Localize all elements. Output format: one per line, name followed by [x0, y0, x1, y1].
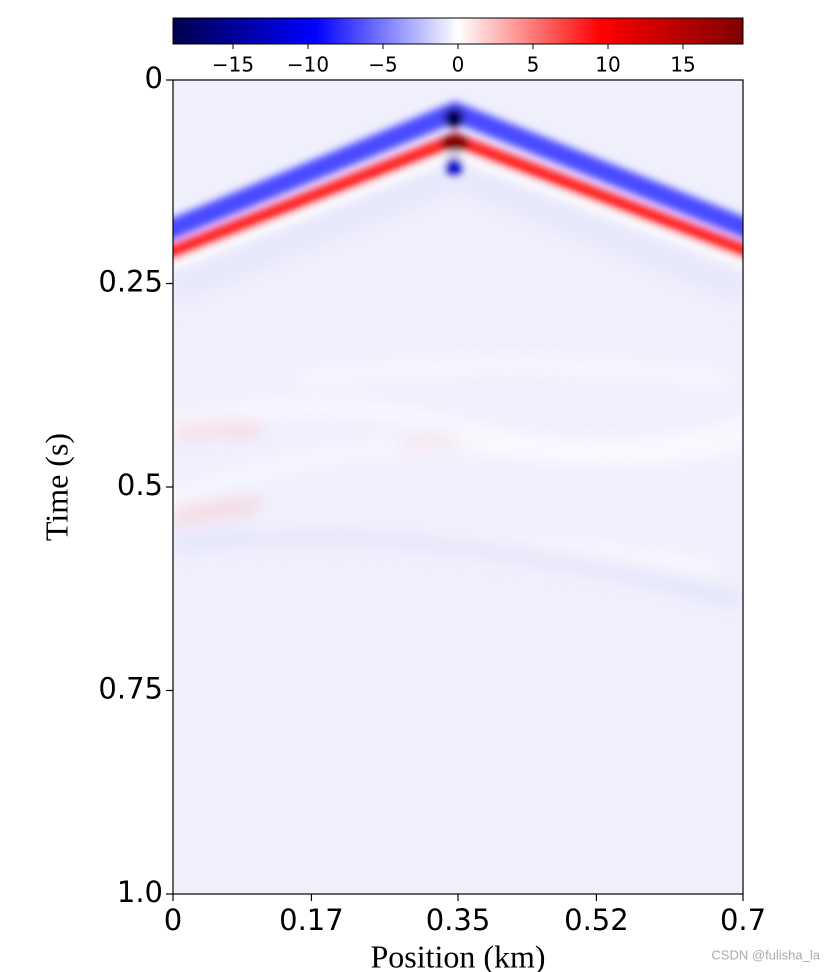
- colorbar-tick-label: 15: [670, 53, 695, 77]
- y-tick-label: 1.0: [117, 875, 163, 909]
- y-tick-label: 0.75: [98, 672, 163, 706]
- colorbar: [172, 17, 744, 45]
- y-axis-label: Time (s): [38, 433, 74, 541]
- x-tick-label: 0.7: [720, 903, 766, 937]
- colorbar-tick-label: 0: [452, 53, 465, 77]
- x-tick-label: 0.17: [279, 903, 344, 937]
- x-axis-label: Position (km): [370, 938, 545, 972]
- x-tick-label: 0.35: [426, 903, 491, 937]
- x-tick-label: 0: [164, 903, 182, 937]
- y-tick-label: 0: [145, 61, 163, 95]
- colorbar-tick-label: −15: [212, 53, 254, 77]
- colorbar-tick-label: −5: [368, 53, 397, 77]
- heatmap-image: [173, 80, 743, 894]
- colorbar-tick-label: 5: [527, 53, 540, 77]
- colorbar-tick-label: −10: [287, 53, 329, 77]
- colorbar-tick-label: 10: [595, 53, 620, 77]
- watermark: CSDN @fulisha_la: [711, 947, 820, 962]
- y-tick-label: 0.25: [98, 265, 163, 299]
- y-tick-label: 0.5: [117, 468, 163, 502]
- x-tick-label: 0.52: [564, 903, 629, 937]
